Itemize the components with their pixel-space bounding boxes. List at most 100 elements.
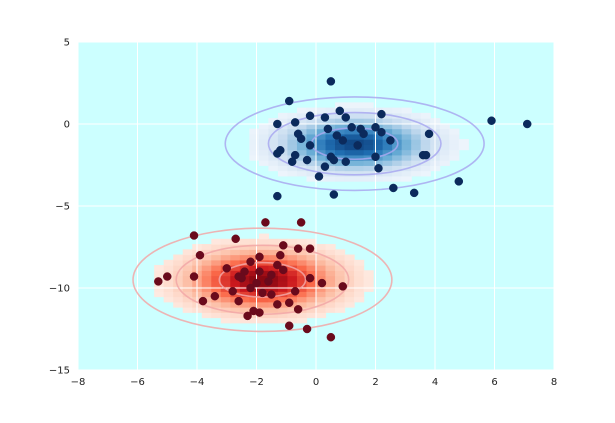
density-cell-0 xyxy=(382,118,393,124)
density-cell-0 xyxy=(344,144,355,151)
density-cell-0 xyxy=(335,102,346,109)
density-cell-1 xyxy=(306,265,317,271)
density-cell-1 xyxy=(296,254,308,261)
density-cell-1 xyxy=(268,280,279,287)
y-tick-label: 0 xyxy=(64,120,70,131)
scatter-point-0 xyxy=(389,183,398,193)
density-cell-0 xyxy=(354,107,365,114)
density-cell-0 xyxy=(420,133,431,140)
density-cell-0 xyxy=(401,123,412,130)
density-cell-0 xyxy=(392,149,403,156)
scatter-point-0 xyxy=(341,113,350,122)
density-cell-0 xyxy=(401,139,412,145)
x-tick-label: 4 xyxy=(432,377,438,388)
density-cell-1 xyxy=(230,280,241,287)
density-cell-0 xyxy=(411,139,422,145)
scatter-point-0 xyxy=(326,77,336,86)
density-cell-1 xyxy=(211,249,222,256)
density-cell-0 xyxy=(363,123,374,130)
scatter-point-0 xyxy=(386,136,395,145)
density-cell-1 xyxy=(287,312,298,319)
density-cell-0 xyxy=(439,154,450,161)
density-cell-1 xyxy=(182,275,193,282)
density-cell-0 xyxy=(296,128,308,135)
density-cell-0 xyxy=(363,175,374,182)
density-cell-1 xyxy=(230,270,241,277)
density-cell-0 xyxy=(296,160,308,166)
scatter-point-0 xyxy=(302,155,312,165)
density-cell-1 xyxy=(325,270,336,277)
density-cell-1 xyxy=(287,296,298,303)
density-cell-1 xyxy=(163,259,174,266)
y-tick-label: −10 xyxy=(49,284,70,295)
density-cell-1 xyxy=(182,286,193,292)
density-cell-1 xyxy=(220,259,231,266)
density-cell-1 xyxy=(296,312,308,319)
density-cell-1 xyxy=(182,291,193,298)
density-cell-1 xyxy=(220,275,231,282)
density-cell-1 xyxy=(163,286,174,292)
density-cell-1 xyxy=(201,286,212,292)
density-cell-1 xyxy=(344,286,355,292)
density-cell-0 xyxy=(354,102,365,109)
density-cell-1 xyxy=(268,244,279,250)
density-cell-1 xyxy=(249,317,260,324)
density-cell-0 xyxy=(354,160,365,166)
density-cell-1 xyxy=(344,301,355,308)
scatter-point-0 xyxy=(347,123,356,132)
density-cell-1 xyxy=(239,296,250,303)
contour-ellipse-0 xyxy=(224,96,485,192)
density-cell-0 xyxy=(344,154,355,161)
y-tick-label: 5 xyxy=(64,38,70,49)
density-cell-0 xyxy=(363,128,374,135)
density-cell-1 xyxy=(173,259,184,266)
density-cell-0 xyxy=(296,112,308,119)
density-cell-0 xyxy=(363,144,374,151)
density-cell-1 xyxy=(230,249,241,256)
density-cell-1 xyxy=(173,291,184,298)
density-cell-0 xyxy=(439,139,450,145)
density-cell-1 xyxy=(277,307,289,313)
density-cell-0 xyxy=(335,165,346,172)
density-cell-0 xyxy=(401,149,412,156)
contour-ellipse-0 xyxy=(267,111,442,176)
scatter-point-1 xyxy=(255,267,264,276)
density-cell-0 xyxy=(277,112,289,119)
density-cell-0 xyxy=(306,170,317,177)
density-cell-0 xyxy=(325,139,336,145)
scatter-point-0 xyxy=(320,162,330,171)
scatter-point-0 xyxy=(377,127,386,137)
density-cell-1 xyxy=(277,286,289,292)
density-cell-1 xyxy=(201,254,212,261)
density-cell-1 xyxy=(173,296,184,303)
density-cell-0 xyxy=(392,170,403,177)
density-cell-0 xyxy=(411,128,422,135)
density-cell-1 xyxy=(287,254,298,261)
scatter-point-1 xyxy=(228,287,237,296)
density-cell-0 xyxy=(249,154,260,161)
density-cell-1 xyxy=(325,249,336,256)
density-cell-0 xyxy=(363,112,374,119)
density-cell-0 xyxy=(420,139,431,145)
density-cell-0 xyxy=(449,149,460,156)
scatter-point-0 xyxy=(305,111,315,121)
scatter-point-0 xyxy=(359,129,368,139)
density-cell-1 xyxy=(354,296,365,303)
density-cell-1 xyxy=(258,301,269,308)
density-cell-1 xyxy=(201,270,212,277)
density-cell-1 xyxy=(296,317,308,324)
density-cell-1 xyxy=(258,280,269,287)
density-cell-1 xyxy=(306,301,317,308)
density-cell-0 xyxy=(316,154,327,161)
density-cell-1 xyxy=(306,286,317,292)
density-cell-1 xyxy=(287,249,298,256)
scatter-point-1 xyxy=(267,290,276,299)
density-cell-0 xyxy=(344,170,355,177)
density-cell-0 xyxy=(354,170,365,177)
density-cell-1 xyxy=(325,307,336,313)
density-cell-1 xyxy=(154,286,165,292)
density-cell-1 xyxy=(163,296,174,303)
density-cell-1 xyxy=(354,265,365,271)
density-cell-1 xyxy=(201,312,212,319)
density-cell-0 xyxy=(344,175,355,182)
